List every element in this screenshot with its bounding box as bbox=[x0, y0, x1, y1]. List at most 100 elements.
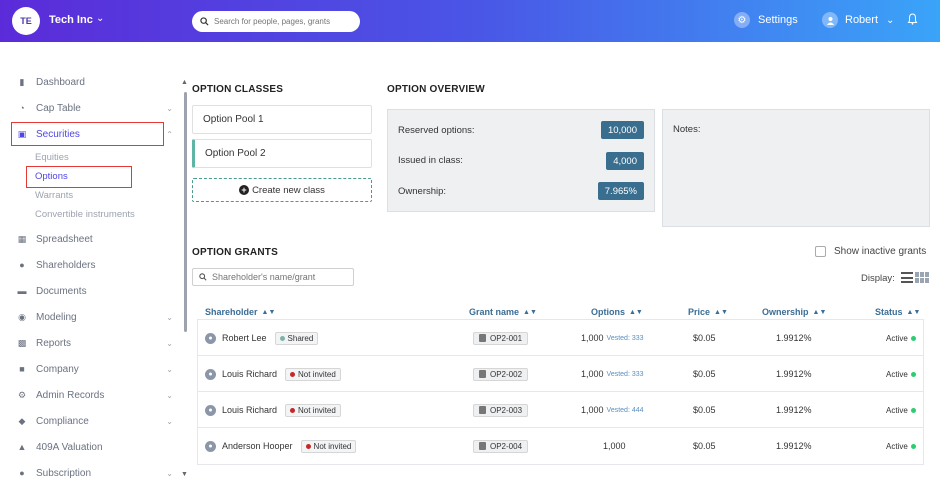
class-card-option-pool-1[interactable]: Option Pool 1 bbox=[192, 105, 372, 134]
grant-name: OP2-002 bbox=[490, 369, 523, 379]
show-inactive-checkbox[interactable] bbox=[815, 246, 826, 257]
sidebar-subitem-warrants[interactable]: Warrants bbox=[35, 190, 74, 201]
shareholder-cell: ● Louis Richard Not invited bbox=[205, 367, 341, 381]
grant-search-input[interactable] bbox=[212, 272, 352, 282]
status-cell: Active bbox=[886, 331, 916, 345]
sidebar-item-label: Cap Table bbox=[36, 102, 81, 114]
column-header-price[interactable]: Price ▲▼ bbox=[688, 307, 728, 317]
sidebar-item-reports[interactable]: ▩ Reports ⌄ bbox=[17, 335, 177, 351]
grant-tag[interactable]: OP2-002 bbox=[473, 367, 529, 381]
sidebar-item-spreadsheet[interactable]: ▦ Spreadsheet bbox=[17, 231, 177, 247]
sidebar-item-subscription[interactable]: ● Subscription ⌄ bbox=[17, 465, 177, 481]
grants-table: ● Robert Lee Shared OP2-001 1,000 Vested:… bbox=[197, 319, 924, 465]
table-row[interactable]: ● Robert Lee Shared OP2-001 1,000 Vested:… bbox=[198, 320, 923, 356]
table-row[interactable]: ● Louis Richard Not invited OP2-002 1,00… bbox=[198, 356, 923, 392]
invite-status-tag: Not invited bbox=[300, 439, 357, 453]
sort-icon: ▲▼ bbox=[812, 308, 827, 316]
scroll-up-arrow-icon[interactable]: ▲ bbox=[181, 79, 188, 86]
company-avatar[interactable]: TE bbox=[12, 7, 40, 35]
list-view-icon[interactable] bbox=[901, 272, 913, 283]
sidebar-item-modeling[interactable]: ◉ Modeling ⌄ bbox=[17, 309, 177, 325]
grant-search[interactable] bbox=[192, 268, 354, 286]
invite-status-tag: Not invited bbox=[285, 367, 341, 381]
column-header-status[interactable]: Status ▲▼ bbox=[875, 307, 920, 317]
notes-label: Notes: bbox=[673, 124, 701, 135]
scroll-down-arrow-icon[interactable]: ▼ bbox=[181, 471, 188, 478]
create-new-class-button[interactable]: + Create new class bbox=[192, 178, 372, 202]
sidebar-item-admin-records[interactable]: ⚙ Admin Records ⌄ bbox=[17, 387, 177, 403]
sidebar-item-409a[interactable]: ▲ 409A Valuation bbox=[17, 439, 177, 455]
chevron-down-icon: ⌄ bbox=[886, 14, 895, 26]
shareholder-name[interactable]: Louis Richard bbox=[222, 405, 278, 415]
sidebar-subitem-options[interactable]: Options bbox=[35, 171, 68, 182]
column-header-options[interactable]: Options ▲▼ bbox=[591, 307, 643, 317]
global-search-input[interactable] bbox=[214, 17, 354, 26]
active-dot-icon bbox=[910, 407, 916, 413]
notes-panel[interactable]: Notes: bbox=[662, 109, 930, 227]
sidebar-item-company[interactable]: ■ Company ⌄ bbox=[17, 361, 177, 377]
shareholder-name[interactable]: Anderson Hooper bbox=[222, 441, 293, 451]
sidebar-item-dashboard[interactable]: ▮ Dashboard bbox=[17, 74, 177, 90]
chevron-down-icon: ⌄ bbox=[166, 468, 173, 478]
sidebar-item-documents[interactable]: ▬ Documents bbox=[17, 283, 177, 299]
table-row[interactable]: ● Louis Richard Not invited OP2-003 1,00… bbox=[198, 392, 923, 428]
invite-status-label: Not invited bbox=[313, 441, 352, 451]
company-name[interactable]: Tech Inc bbox=[49, 14, 93, 26]
grant-tag[interactable]: OP2-001 bbox=[473, 331, 529, 345]
column-header-grant-name[interactable]: Grant name ▲▼ bbox=[469, 307, 537, 317]
shareholder-name[interactable]: Robert Lee bbox=[222, 333, 267, 343]
global-search[interactable] bbox=[192, 11, 360, 32]
gear-icon: ⚙ bbox=[17, 389, 27, 400]
overview-value-ownership: 7.965% bbox=[597, 182, 644, 200]
grant-name-cell[interactable]: OP2-002 bbox=[473, 367, 529, 381]
sidebar-item-shareholders[interactable]: ● Shareholders bbox=[17, 257, 177, 273]
options-value: 1,000 bbox=[581, 405, 604, 415]
status-label: Active bbox=[886, 333, 908, 343]
column-header-shareholder[interactable]: Shareholder ▲▼ bbox=[205, 307, 275, 317]
status-label: Active bbox=[886, 369, 908, 379]
grant-tag[interactable]: OP2-003 bbox=[473, 403, 529, 417]
sidebar-subitem-equities[interactable]: Equities bbox=[35, 152, 69, 163]
invite-status-label: Not invited bbox=[298, 405, 336, 415]
sidebar-item-securities[interactable]: ▣ Securities ⌃ bbox=[17, 126, 177, 142]
show-inactive-toggle[interactable]: Show inactive grants bbox=[815, 246, 926, 257]
plus-circle-icon: + bbox=[239, 185, 250, 195]
document-icon bbox=[479, 370, 486, 378]
sidebar-item-label: Documents bbox=[36, 285, 87, 297]
grant-tag[interactable]: OP2-004 bbox=[473, 439, 529, 453]
grant-name-cell[interactable]: OP2-003 bbox=[473, 403, 529, 417]
bell-icon[interactable] bbox=[907, 13, 918, 28]
grant-name-cell[interactable]: OP2-004 bbox=[473, 439, 529, 453]
sidebar-scrollbar[interactable] bbox=[184, 92, 187, 332]
overview-label-issued: Issued in class: bbox=[398, 155, 463, 166]
grant-name-cell[interactable]: OP2-001 bbox=[473, 331, 529, 345]
pie-chart-icon: ◔ bbox=[19, 103, 25, 113]
user-menu[interactable]: Robert ⌄ bbox=[822, 12, 894, 28]
vested-value: Vested: 333 bbox=[606, 334, 644, 342]
grid-view-icon[interactable] bbox=[915, 272, 929, 283]
sidebar-subitem-convertible[interactable]: Convertible instruments bbox=[35, 209, 135, 220]
sidebar-item-compliance[interactable]: ◆ Compliance ⌄ bbox=[17, 413, 177, 429]
price-cell: $0.05 bbox=[693, 369, 716, 379]
top-bar: TE Tech Inc ⌄ ⚙ Settings Robert ⌄ bbox=[0, 0, 940, 42]
ownership-cell: 1.9912% bbox=[776, 441, 812, 451]
sort-icon: ▲▼ bbox=[629, 308, 643, 316]
overview-value-reserved: 10,000 bbox=[600, 121, 644, 139]
sidebar-item-label: Subscription bbox=[36, 467, 92, 479]
status-cell: Active bbox=[886, 439, 916, 453]
options-cell: 1,000 Vested: 444 bbox=[581, 403, 644, 417]
settings-label: Settings bbox=[758, 14, 798, 26]
shareholder-name[interactable]: Louis Richard bbox=[222, 369, 278, 379]
option-overview-panel: Reserved options: 10,000 Issued in class… bbox=[387, 109, 655, 212]
chevron-down-icon[interactable]: ⌄ bbox=[96, 13, 105, 24]
document-icon bbox=[479, 334, 486, 342]
user-avatar-icon: ● bbox=[205, 440, 216, 452]
class-card-option-pool-2[interactable]: Option Pool 2 bbox=[192, 139, 372, 168]
user-avatar-icon bbox=[822, 12, 838, 28]
settings-button[interactable]: ⚙ Settings bbox=[734, 12, 798, 28]
column-header-ownership[interactable]: Ownership ▲▼ bbox=[762, 307, 826, 317]
table-row[interactable]: ● Anderson Hooper Not invited OP2-004 1,… bbox=[198, 428, 923, 464]
show-inactive-label: Show inactive grants bbox=[834, 246, 927, 257]
invite-status-label: Shared bbox=[287, 333, 314, 343]
sidebar-item-cap-table[interactable]: ◔ Cap Table ⌄ bbox=[17, 100, 177, 116]
